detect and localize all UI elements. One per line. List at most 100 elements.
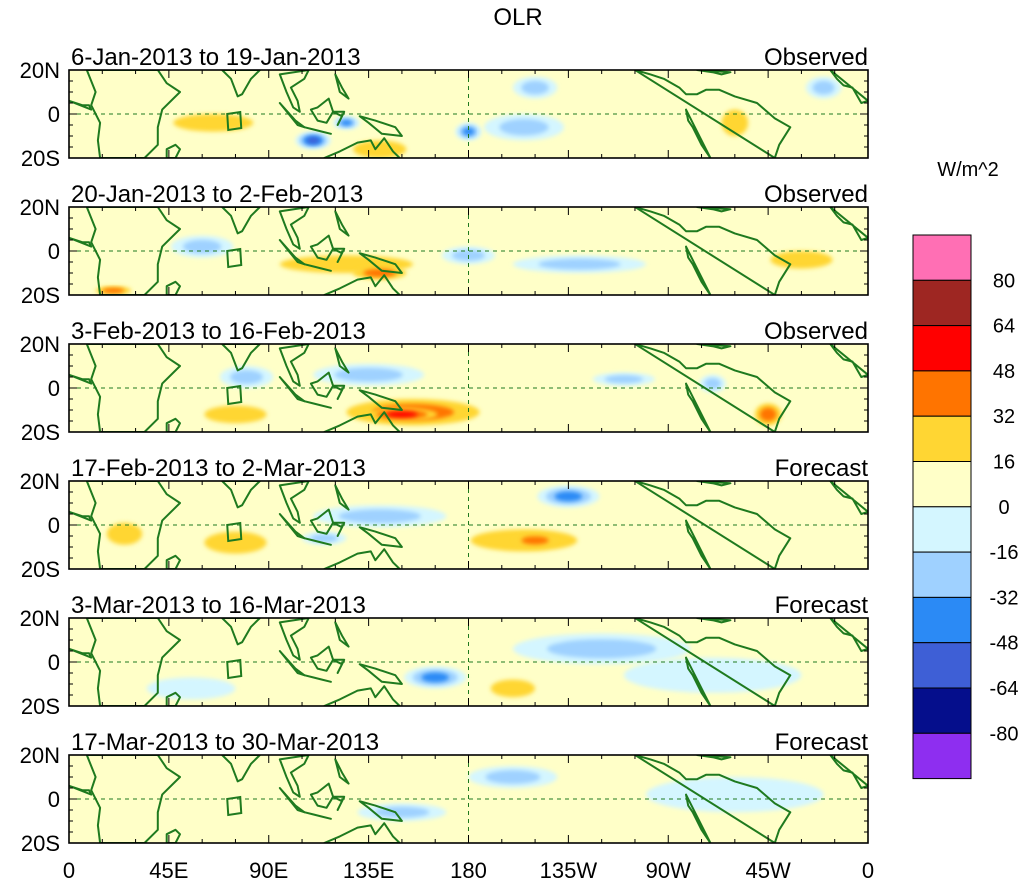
y-tick-label: 0: [48, 376, 60, 401]
anomaly-blob: [499, 119, 549, 136]
anomaly-blob: [604, 375, 643, 384]
y-tick-label: 20S: [21, 694, 60, 719]
anomaly-blob: [353, 140, 407, 158]
coastline: [696, 207, 732, 213]
coastline: [334, 484, 350, 511]
coastline: [696, 344, 732, 350]
anomaly-blob: [812, 80, 835, 95]
coastline: [165, 691, 181, 706]
anomaly-blob: [191, 640, 414, 676]
colorbar: 80 64 48 32 16 0 -16 -32 -48 -64 -80: [912, 234, 1019, 780]
coastline: [85, 207, 181, 295]
coastline: [829, 70, 868, 104]
coastline: [332, 521, 346, 537]
x-tick-label: 135W: [540, 858, 598, 883]
panel-5: 20N 0 20S 3-Mar-2013 to 16-Mar-2013 Forecast: [20, 592, 869, 719]
coastline: [221, 344, 261, 372]
coastline: [829, 481, 868, 515]
coastline: [221, 618, 261, 646]
coastline: [634, 207, 792, 295]
coastline: [829, 207, 868, 241]
coastline: [278, 344, 310, 387]
panel-kind: Observed: [764, 318, 868, 345]
coastline: [358, 800, 403, 822]
anomaly-blob: [106, 522, 143, 545]
coastline: [634, 344, 792, 432]
region-box: [226, 384, 243, 406]
y-tick-label: 20N: [20, 469, 60, 494]
coastlines: [69, 207, 868, 295]
anomaly-blob: [173, 114, 254, 132]
coastline: [303, 537, 332, 546]
coastline: [685, 519, 712, 569]
anomaly-blob: [230, 370, 263, 384]
x-tick-label: 135E: [343, 858, 394, 883]
anomaly-blob: [497, 810, 596, 832]
anomaly-blob: [554, 491, 583, 502]
colorbar-box: [912, 732, 972, 780]
coastline: [332, 658, 346, 674]
coastline: [634, 70, 792, 158]
anomaly-field: [173, 76, 842, 158]
colorbar-label: 32: [993, 406, 1015, 428]
anomaly-blob: [759, 407, 777, 422]
panel-kind: Forecast: [775, 729, 869, 756]
panel-period: 20-Jan-2013 to 2-Feb-2013: [71, 181, 363, 208]
anomaly-blob: [102, 287, 125, 294]
coastline: [69, 236, 93, 248]
y-tick-label: 20S: [21, 146, 60, 171]
x-tick-label: 90E: [249, 858, 288, 883]
colorbar-label: 64: [993, 316, 1015, 338]
anomaly-blob: [521, 536, 549, 545]
coastline: [165, 417, 181, 432]
panel-period: 17-Feb-2013 to 2-Mar-2013: [71, 455, 366, 482]
panel-kind: Forecast: [775, 455, 869, 482]
x-tick-label: 0: [63, 858, 75, 883]
anomaly-blob: [310, 534, 338, 543]
coastline: [323, 137, 401, 158]
coastline: [69, 373, 93, 385]
colorbar-box: [912, 461, 972, 508]
coastline: [69, 510, 93, 522]
coastline: [69, 99, 93, 111]
anomaly-blob: [490, 679, 536, 698]
coastline: [85, 618, 181, 706]
y-tick-label: 0: [48, 239, 60, 264]
coastline: [634, 618, 792, 706]
region-box: [226, 110, 243, 132]
coastline: [278, 207, 310, 250]
coastlines: [69, 481, 868, 569]
anomaly-blob: [179, 785, 402, 822]
anomaly-field: [106, 485, 600, 554]
y-tick-label: 20S: [21, 831, 60, 856]
panel-2: 20N 0 20S 20-Jan-2013 to 2-Feb-2013 Observed: [20, 181, 869, 308]
colorbar-label: -32: [990, 587, 1019, 609]
x-axis: 0 45E 90E 135E 180 135W 90W 45W 0: [63, 858, 874, 883]
colorbar-label: -64: [990, 678, 1019, 700]
colorbar-box: [912, 234, 972, 281]
panel-kind: Observed: [764, 44, 868, 71]
coastline: [303, 263, 332, 272]
coastline: [303, 811, 332, 820]
colorbar-box: [912, 551, 972, 598]
colorbar-box: [912, 642, 972, 689]
coastline: [221, 755, 261, 783]
colorbar-box: [912, 506, 972, 553]
coastline: [358, 252, 403, 274]
coastline: [829, 344, 868, 378]
coastline: [69, 647, 93, 659]
y-tick-label: 0: [48, 102, 60, 127]
region-box: [226, 658, 243, 680]
coastline: [323, 822, 401, 843]
colorbar-label: 48: [993, 361, 1015, 383]
panel-1: 20N 0 20S 6-Jan-2013 to 19-Jan-2013 Observed: [20, 44, 869, 171]
y-tick-label: 20N: [20, 743, 60, 768]
colorbar-box: [912, 415, 972, 463]
coastline: [323, 274, 401, 295]
panel-period: 3-Mar-2013 to 16-Mar-2013: [71, 592, 366, 619]
coastline: [334, 758, 350, 785]
anomaly-blob: [183, 239, 222, 254]
x-tick-label: 45E: [149, 858, 188, 883]
anomaly-blob: [485, 770, 541, 784]
coastline: [829, 755, 868, 789]
